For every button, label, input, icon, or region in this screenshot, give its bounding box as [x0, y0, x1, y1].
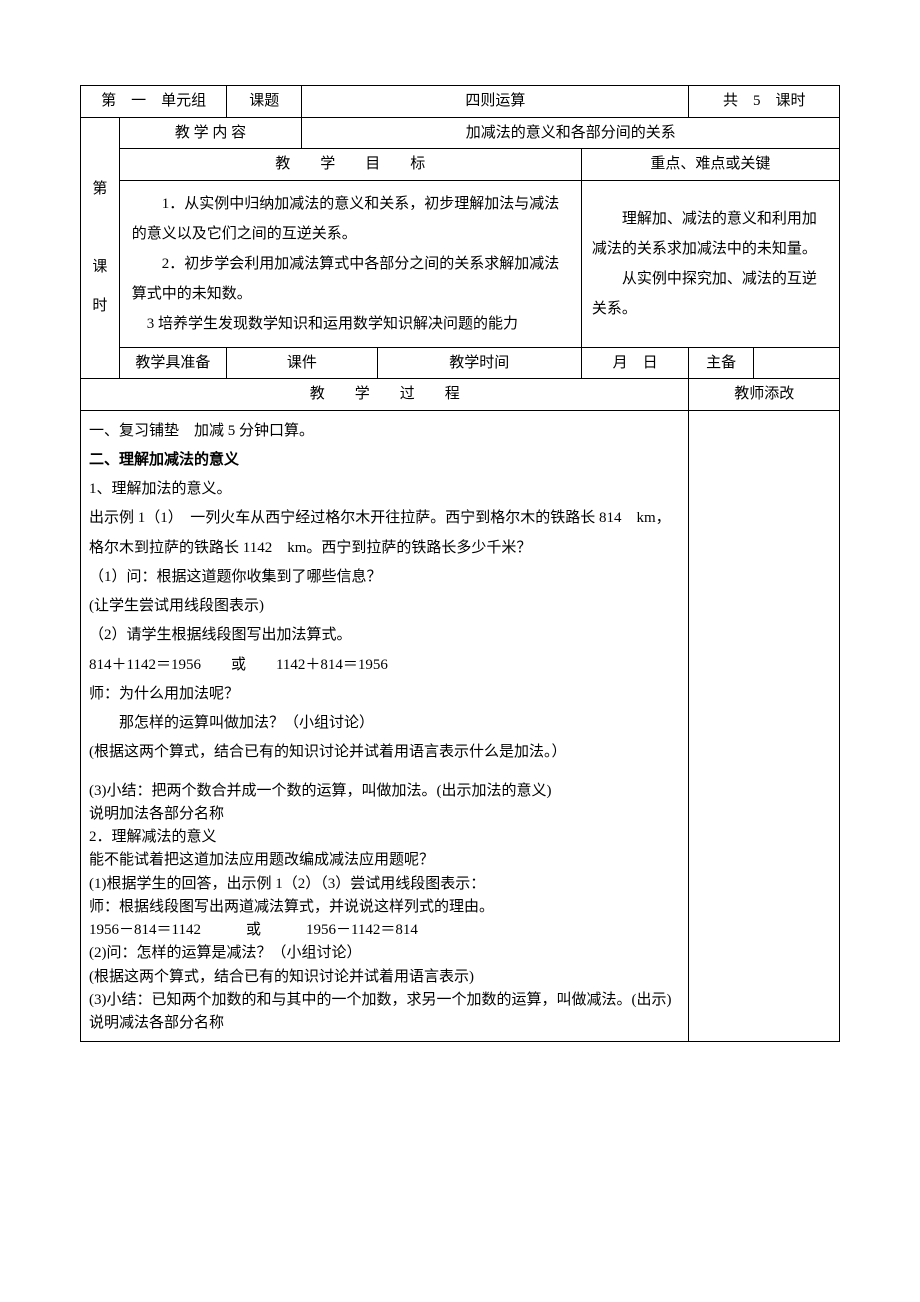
p18: 1956－814＝1142 或 1956－1142＝814	[89, 919, 680, 942]
keypoint-2: 从实例中探究加、减法的互逆关系。	[592, 264, 829, 324]
teacher-notes	[689, 410, 840, 1042]
p7: （2）请学生根据线段图写出加法算式。	[89, 621, 680, 650]
side-column: 第 课时	[81, 117, 120, 379]
content-value: 加减法的意义和各部分间的关系	[302, 117, 840, 149]
keypoints-cell: 理解加、减法的意义和利用加减法的关系求加减法中的未知量。 从实例中探究加、减法的…	[581, 180, 839, 347]
p21: (3)小结：已知两个加数的和与其中的一个加数，求另一个加数的运算，叫做减法。(出…	[89, 989, 680, 1012]
p15: 能不能试着把这道加法应用题改编成减法应用题呢？	[89, 849, 680, 872]
lessons-label: 共 5 课时	[689, 86, 840, 118]
prep-label: 教学具准备	[119, 347, 227, 379]
p11: (根据这两个算式，结合已有的知识讨论并试着用语言表示什么是加法。）	[89, 738, 680, 767]
side-keshi: 课时	[92, 259, 107, 314]
p12: (3)小结：把两个数合并成一个数的运算，叫做加法。(出示加法的意义)	[89, 780, 680, 803]
p20: (根据这两个算式，结合已有的知识讨论并试着用语言表示)	[89, 966, 680, 989]
goal-2: 2．初步学会利用加减法算式中各部分之间的关系求解加减法算式中的未知数。	[132, 249, 569, 309]
p6: (让学生尝试用线段图表示)	[89, 592, 680, 621]
p8: 814＋1142＝1956 或 1142＋814＝1956	[89, 651, 680, 680]
goals-cell: 1．从实例中归纳加减法的意义和关系，初步理解加法与减法的意义以及它们之间的互逆关…	[119, 180, 581, 347]
p19: (2)问：怎样的运算是减法？（小组讨论）	[89, 942, 680, 965]
p14: 2．理解减法的意义	[89, 826, 680, 849]
keypoints-label: 重点、难点或关键	[581, 149, 839, 181]
side-di: 第	[92, 181, 107, 197]
lesson-plan-table: 第 一 单元组 课题 四则运算 共 5 课时 第 课时 教 学 内 容 加减法的…	[80, 85, 840, 1042]
time-label: 教学时间	[377, 347, 581, 379]
p5: （1）问：根据这道题你收集到了哪些信息？	[89, 563, 680, 592]
keypoint-1: 理解加、减法的意义和利用加减法的关系求加减法中的未知量。	[592, 204, 829, 264]
p13: 说明加法各部分名称	[89, 803, 680, 826]
unit-label: 第 一 单元组	[81, 86, 227, 118]
process-body-2: (3)小结：把两个数合并成一个数的运算，叫做加法。(出示加法的意义) 说明加法各…	[81, 774, 689, 1042]
p9: 师：为什么用加法呢？	[89, 680, 680, 709]
content-label: 教 学 内 容	[119, 117, 302, 149]
p16: (1)根据学生的回答，出示例 1（2）（3）尝试用线段图表示：	[89, 873, 680, 896]
topic-label: 课题	[227, 86, 302, 118]
goal-1: 1．从实例中归纳加减法的意义和关系，初步理解加法与减法的意义以及它们之间的互逆关…	[132, 189, 569, 249]
topic-value: 四则运算	[302, 86, 689, 118]
goal-3: 3 培养学生发现数学知识和运用数学知识解决问题的能力	[132, 309, 569, 339]
p1: 一、复习铺垫 加减 5 分钟口算。	[89, 417, 680, 446]
p4: 出示例 1（1） 一列火车从西宁经过格尔木开往拉萨。西宁到格尔木的铁路长 814…	[89, 504, 680, 563]
teacher-label: 教师添改	[689, 379, 840, 411]
host-value	[753, 347, 839, 379]
p3: 1、理解加法的意义。	[89, 475, 680, 504]
goals-label: 教 学 目 标	[119, 149, 581, 181]
host-label: 主备	[689, 347, 753, 379]
process-body-1: 一、复习铺垫 加减 5 分钟口算。 二、理解加减法的意义 1、理解加法的意义。 …	[81, 410, 689, 774]
p10: 那怎样的运算叫做加法？（小组讨论）	[89, 709, 680, 738]
p17: 师：根据线段图写出两道减法算式，并说说这样列式的理由。	[89, 896, 680, 919]
p22: 说明减法各部分名称	[89, 1012, 680, 1035]
time-value: 月 日	[581, 347, 689, 379]
prep-value: 课件	[227, 347, 377, 379]
process-label: 教 学 过 程	[81, 379, 689, 411]
p2: 二、理解加减法的意义	[89, 446, 680, 475]
